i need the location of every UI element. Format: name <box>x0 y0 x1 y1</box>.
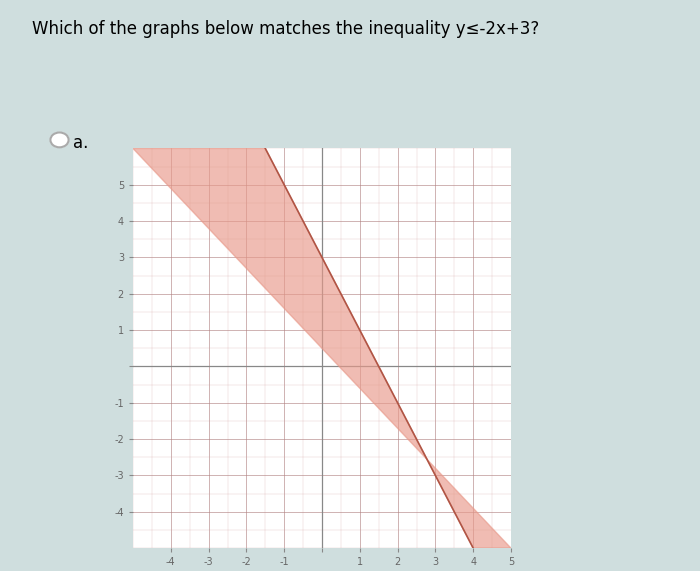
Text: Which of the graphs below matches the inequality y≤-2x+3?: Which of the graphs below matches the in… <box>32 20 539 38</box>
Polygon shape <box>133 148 511 548</box>
Text: a.: a. <box>74 134 89 152</box>
